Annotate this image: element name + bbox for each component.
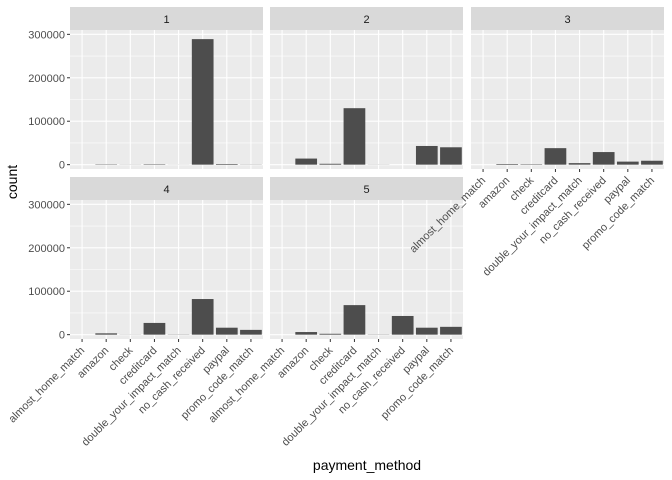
- facet-strip: [70, 7, 263, 30]
- bar-paypal: [415, 327, 438, 335]
- y-tick-label: 100000: [28, 286, 65, 298]
- y-tick-label: 200000: [28, 73, 65, 85]
- facet-panel-3: 3: [471, 7, 664, 169]
- bar-amazon: [95, 333, 118, 335]
- bar-check: [319, 333, 342, 335]
- facet-label: 2: [363, 14, 369, 26]
- bar-paypal: [215, 164, 238, 165]
- bar-amazon: [295, 332, 318, 335]
- bar-promo-code-match: [440, 326, 462, 335]
- bar-promo-code-match: [440, 147, 462, 165]
- bar-no-cash-received: [592, 152, 615, 165]
- facet-panel-5: 5: [270, 177, 463, 339]
- bar-creditcard: [343, 108, 366, 165]
- facet-label: 3: [564, 14, 570, 26]
- y-tick-label: 100000: [28, 116, 65, 128]
- y-tick-label: 300000: [28, 29, 65, 41]
- y-tick-label: 0: [59, 330, 65, 342]
- bar-no-cash-received: [391, 315, 414, 335]
- bar-amazon: [496, 164, 519, 165]
- bar-double-your-impact-match: [568, 163, 591, 165]
- bar-promo-code-match: [641, 160, 663, 165]
- y-tick-label: 300000: [28, 199, 65, 211]
- bar-creditcard: [143, 322, 166, 335]
- bar-no-cash-received: [191, 39, 214, 165]
- bar-check: [319, 163, 342, 165]
- y-axis: 0 100000 200000 300000 0 100000 200000 300000: [28, 29, 70, 342]
- bar-paypal: [415, 145, 438, 165]
- y-axis-title: count: [4, 165, 20, 199]
- facet-strip: [270, 177, 463, 200]
- x-axis-title: payment_method: [313, 457, 421, 473]
- y-tick-label: 200000: [28, 243, 65, 255]
- facet-strip: [270, 7, 463, 30]
- facet-strip: [70, 177, 263, 200]
- bar-no-cash-received: [191, 299, 214, 335]
- facet-label: 4: [163, 184, 169, 196]
- bar-creditcard: [544, 148, 567, 165]
- facet-panels: 1 2 3 4 5: [70, 7, 664, 339]
- facet-panel-4: 4: [70, 177, 263, 339]
- facet-label: 1: [163, 14, 169, 26]
- facet-label: 5: [363, 184, 369, 196]
- bar-creditcard: [343, 305, 366, 335]
- y-tick-label: 0: [59, 160, 65, 172]
- facet-panel-2: 2: [270, 7, 463, 169]
- facet-panel-1: 1: [70, 7, 263, 169]
- bar-paypal: [215, 327, 238, 335]
- x-tick-label-almost-home-match: almost_home_match: [6, 345, 87, 426]
- facet-strip: [471, 7, 664, 30]
- bar-paypal: [616, 161, 639, 165]
- bar-promo-code-match: [240, 329, 262, 335]
- bar-amazon: [295, 158, 318, 165]
